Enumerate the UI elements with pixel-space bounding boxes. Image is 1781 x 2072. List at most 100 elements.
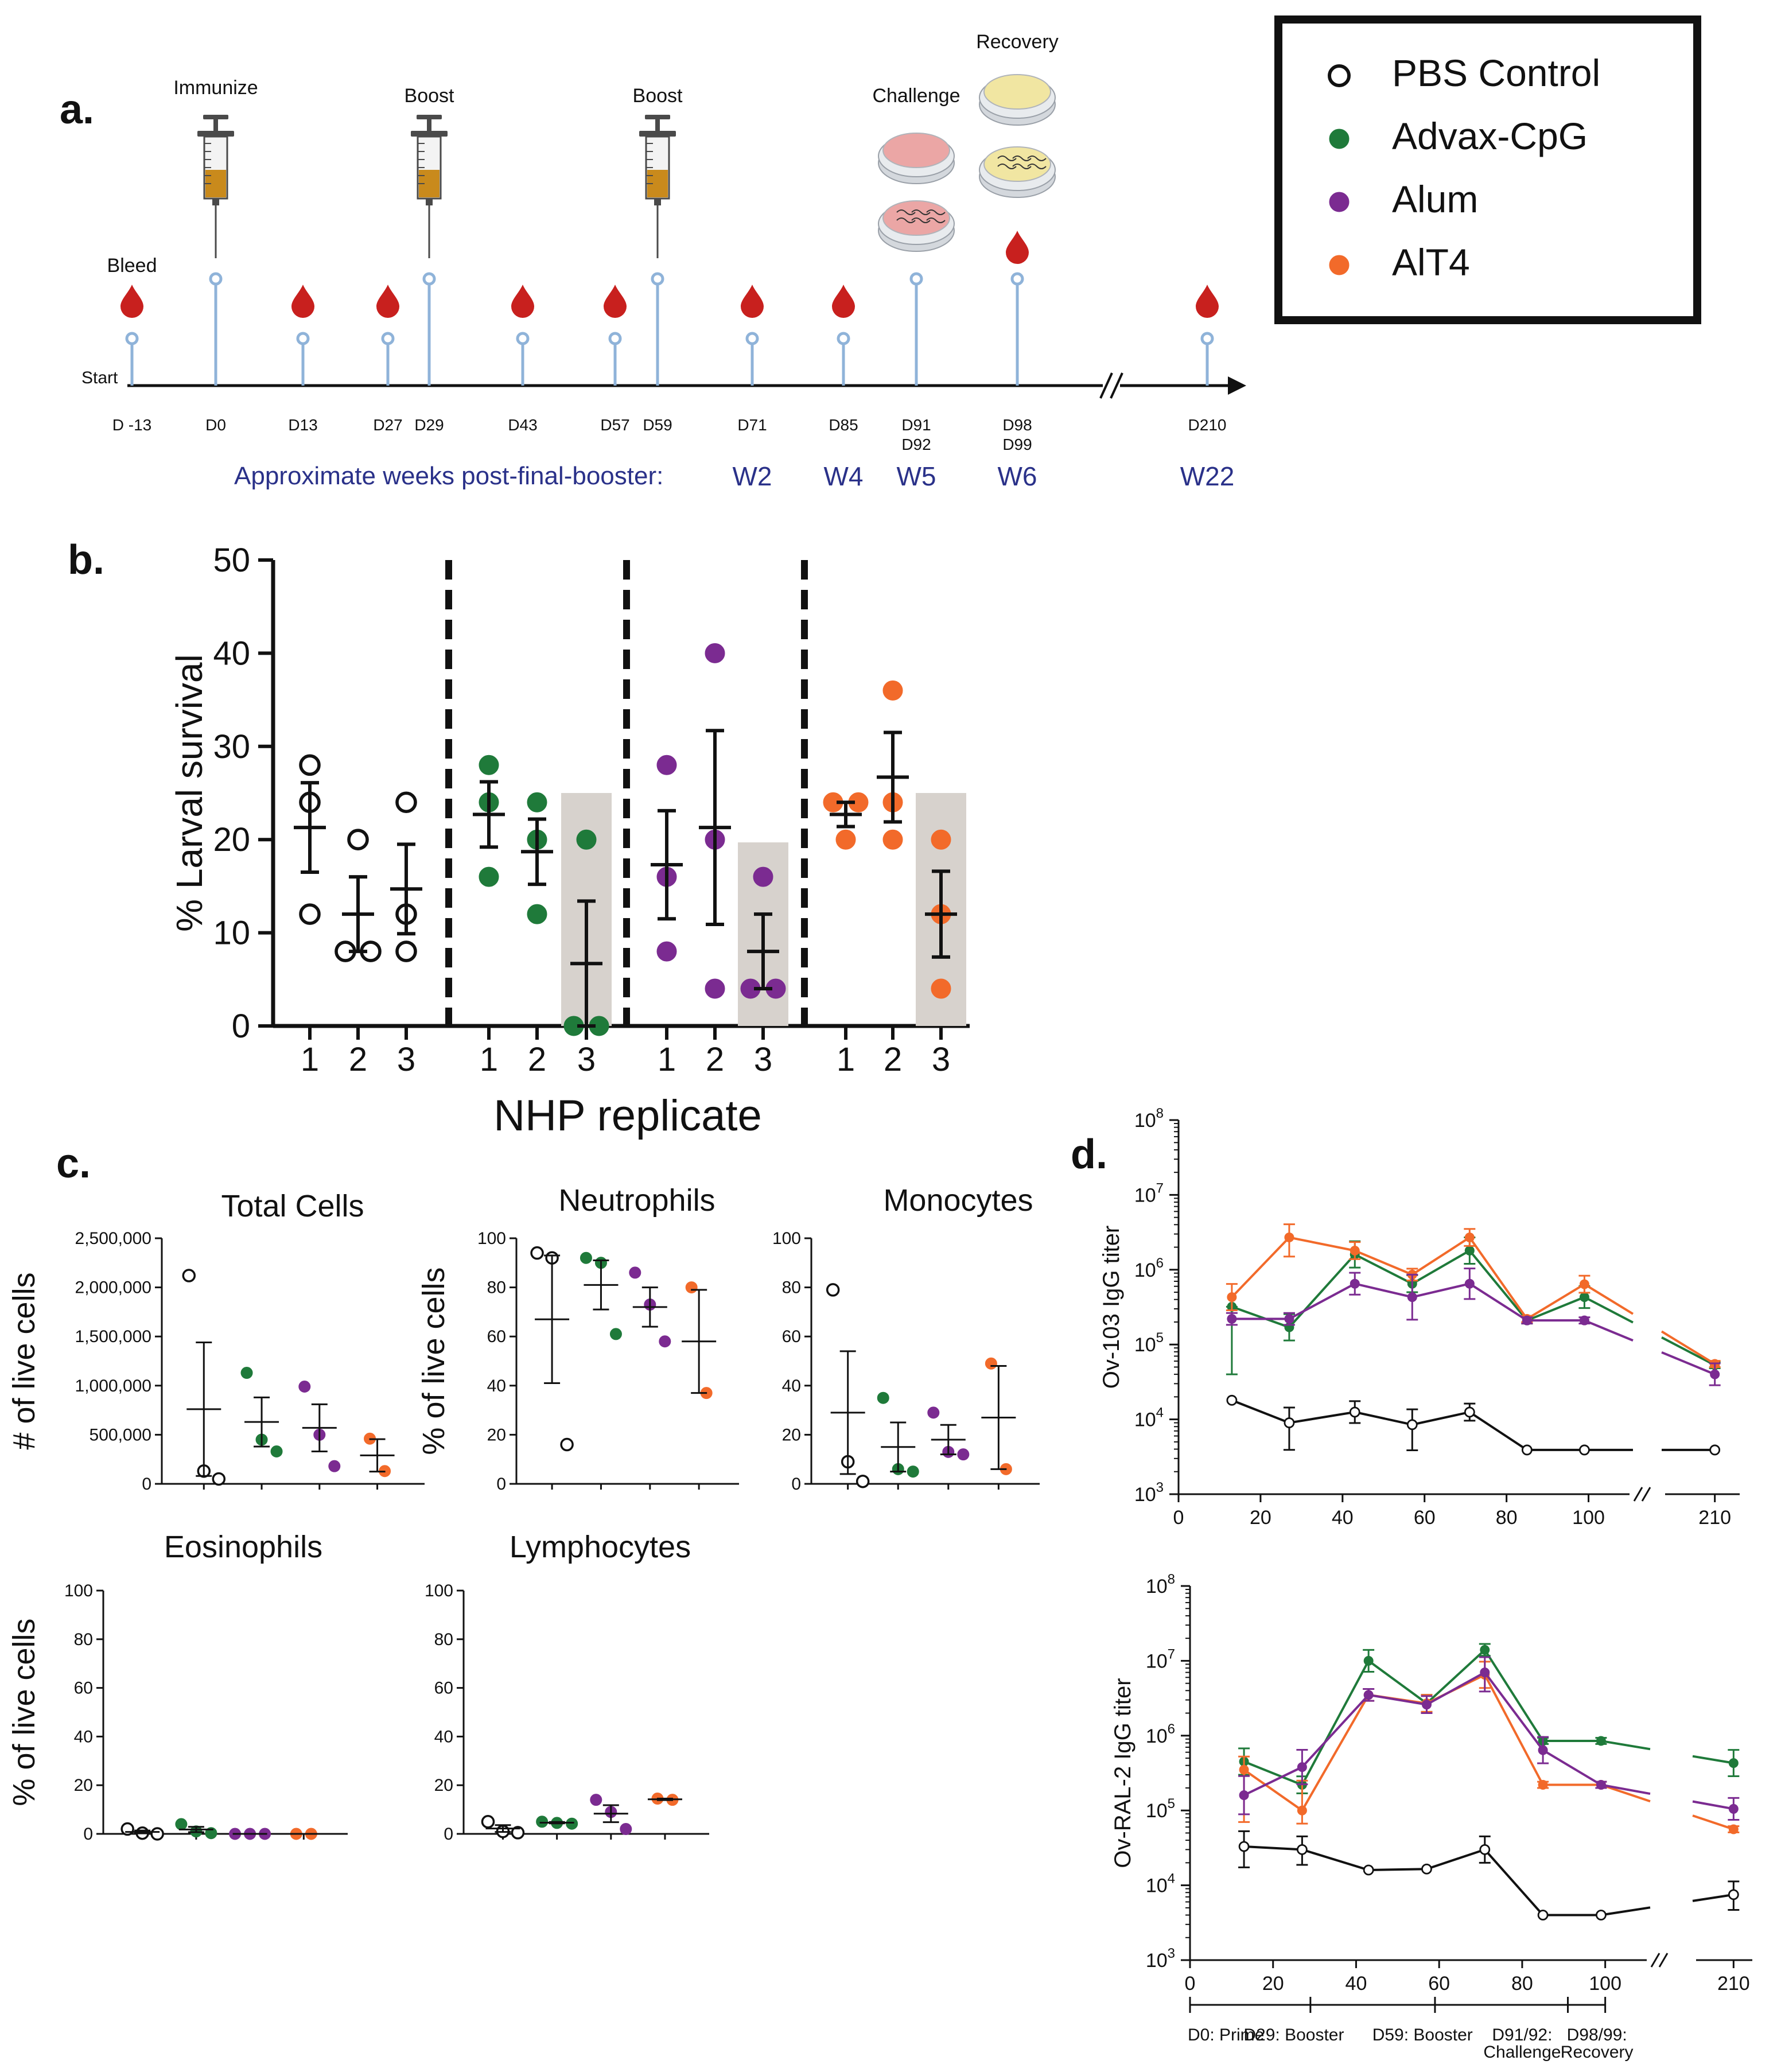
x-tick-label: 2 xyxy=(349,1041,367,1078)
series-point xyxy=(1464,1233,1475,1243)
syringe-plunger-rod xyxy=(427,119,431,132)
y-tick-label: 40 xyxy=(782,1377,801,1395)
panel-a-timeline: a. Start D -13 Bleed D0 Immunize D13 D27 D29 Boos… xyxy=(60,31,1246,491)
blood-drop-icon xyxy=(741,285,764,318)
axis-break-mark xyxy=(1633,1487,1643,1502)
data-point xyxy=(705,978,725,999)
data-point xyxy=(566,1817,578,1830)
x-tick-label: 20 xyxy=(1250,1507,1271,1529)
x-tick-label: 1 xyxy=(301,1041,319,1078)
syringe-plunger-cap xyxy=(645,115,670,119)
y-tick-exponent: 7 xyxy=(1168,1646,1175,1662)
panel-b-label: b. xyxy=(68,537,104,583)
larva-icon xyxy=(1012,156,1032,161)
y-tick-label: 40 xyxy=(213,635,250,672)
panel-c-cell-populations-charts: c. Total Cells 0 500,000 1,000,000 1,500,000 2… xyxy=(7,1141,1040,1844)
blood-drop-icon xyxy=(604,285,627,318)
series-point xyxy=(1537,1910,1549,1921)
series-point xyxy=(1227,1314,1237,1324)
series-point xyxy=(1297,1762,1307,1772)
timeline-day-label: D59 xyxy=(643,416,672,434)
data-point xyxy=(590,1794,602,1806)
data-point xyxy=(511,1826,525,1840)
y-tick-label: 104 xyxy=(1134,1405,1164,1431)
schedule-label: D59: Booster xyxy=(1372,2026,1473,2044)
x-tick-label: 40 xyxy=(1332,1507,1354,1529)
blood-drop-icon xyxy=(291,285,314,318)
series-point xyxy=(1464,1406,1475,1418)
x-tick-label: 80 xyxy=(1496,1507,1518,1529)
blood-drop-icon xyxy=(120,285,143,318)
timeline-pin-head xyxy=(1200,332,1214,345)
x-tick-label: 100 xyxy=(1589,1973,1621,1995)
series-point xyxy=(1728,1824,1739,1834)
cell-subplot: Neutrophils 0 20 40 60 80 100 % of live cells xyxy=(417,1183,739,1494)
legend-label: Advax-CpG xyxy=(1392,115,1588,157)
timeline-pin-head xyxy=(909,272,923,286)
x-tick-label: 3 xyxy=(754,1041,772,1078)
series-point xyxy=(1421,1863,1432,1875)
panel-c-label: c. xyxy=(56,1141,91,1187)
schedule-label: Recovery xyxy=(1561,2043,1634,2062)
series-line-segment xyxy=(1661,1351,1716,1375)
larva-icon xyxy=(1027,156,1047,161)
x-tick-label: 2 xyxy=(528,1041,546,1078)
x-tick-label: 210 xyxy=(1717,1973,1750,1995)
y-tick-label: 108 xyxy=(1146,1572,1175,1597)
legend-marker xyxy=(1329,129,1350,149)
timeline-day-label: D -13 xyxy=(112,416,151,434)
series-line-segment xyxy=(1600,1783,1651,1803)
y-tick-label: 103 xyxy=(1146,1946,1175,1972)
data-point xyxy=(328,1460,341,1472)
series-point xyxy=(1479,1844,1491,1855)
series-point xyxy=(1363,1864,1374,1876)
x-tick-label: 0 xyxy=(1173,1507,1184,1529)
subplot-title: Eosinophils xyxy=(164,1530,322,1564)
weeks-caption: Approximate weeks post-final-booster: xyxy=(234,462,663,490)
x-tick-label: 0 xyxy=(1185,1973,1196,1995)
larva-icon xyxy=(911,209,931,215)
data-point xyxy=(931,829,951,850)
data-point xyxy=(175,1818,188,1830)
panel-b-larval-survival-chart: b. 0 10 20 30 40 50 % Larval survival NHP replic… xyxy=(68,537,970,1140)
y-tick-label: 105 xyxy=(1134,1330,1164,1356)
x-axis-label: NHP replicate xyxy=(493,1091,761,1140)
x-tick-label: 40 xyxy=(1346,1973,1367,1995)
data-point xyxy=(299,754,321,776)
series-point xyxy=(1407,1292,1417,1303)
data-point xyxy=(609,1328,622,1340)
timeline-day-label: D210 xyxy=(1188,416,1227,434)
timeline-pin-head xyxy=(125,332,139,345)
timeline-day-label: D91 xyxy=(901,416,931,434)
legend-label: PBS Control xyxy=(1392,52,1600,94)
cell-subplot: Total Cells 0 500,000 1,000,000 1,500,000 2,0… xyxy=(7,1189,425,1494)
timeline-day-label: D43 xyxy=(508,416,537,434)
panel-d-label: d. xyxy=(1071,1132,1107,1177)
syringe-icon xyxy=(639,115,676,258)
data-point xyxy=(656,941,677,962)
data-point xyxy=(927,1406,940,1419)
y-tick-exponent: 5 xyxy=(1156,1330,1164,1346)
data-point xyxy=(659,1335,671,1348)
petri-dish-icon xyxy=(878,133,955,184)
larva-icon xyxy=(896,217,916,223)
timeline-start-label: Start xyxy=(81,368,118,387)
data-point xyxy=(560,1437,574,1452)
series-line-segment xyxy=(1661,1336,1716,1366)
axis-break-mark xyxy=(1099,372,1113,399)
timeline-pin-head xyxy=(745,332,759,345)
syringe-flange xyxy=(197,131,234,137)
data-point xyxy=(395,791,417,814)
series-point xyxy=(1579,1315,1589,1325)
axis-break-mark xyxy=(1650,1953,1661,1968)
panel-a-label: a. xyxy=(60,87,94,133)
x-tick-label: 80 xyxy=(1511,1973,1533,1995)
series-point xyxy=(1522,1315,1532,1325)
y-tick-label: 10 xyxy=(213,915,250,952)
series-point xyxy=(1579,1292,1589,1303)
data-point xyxy=(240,1367,253,1379)
week-label: W5 xyxy=(897,461,936,491)
x-tick-label: 210 xyxy=(1698,1507,1731,1529)
series-point xyxy=(1596,1736,1606,1746)
timeline-event-label: Immunize xyxy=(173,77,258,99)
